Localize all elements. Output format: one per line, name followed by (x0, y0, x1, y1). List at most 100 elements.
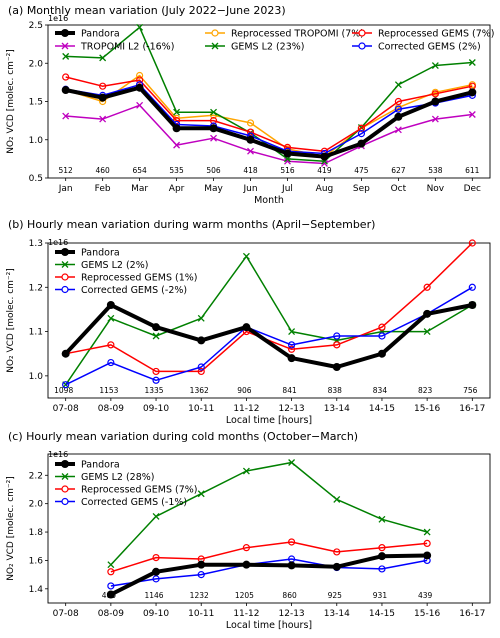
series-reprocessed-gems-7- (62, 73, 476, 155)
data-point (209, 117, 218, 125)
legend-label: Reprocessed GEMS (1%) (81, 273, 198, 284)
sample-count-label: 627 (391, 166, 406, 175)
data-point (197, 363, 205, 371)
legend-label: Reprocessed GEMS (7%) (378, 29, 495, 40)
sample-count-label: 535 (169, 166, 184, 175)
sample-count-label: 611 (465, 166, 480, 175)
data-point (136, 23, 144, 31)
sample-count-label: 823 (418, 386, 433, 395)
plot-frame (47, 242, 491, 399)
legend-marker (358, 42, 366, 50)
sample-count-label: 834 (373, 386, 388, 395)
legend-marker (61, 485, 69, 493)
data-point (98, 93, 107, 102)
sample-count-label: 419 (317, 166, 332, 175)
data-point (197, 314, 205, 322)
x-tick-label: 15-16 (414, 404, 440, 414)
data-point (61, 86, 70, 95)
x-tick-label: May (204, 184, 223, 194)
sample-count-label: 475 (354, 166, 369, 175)
data-point (107, 358, 115, 367)
x-tick-label: 09-10 (143, 404, 169, 414)
series-line (65, 85, 473, 159)
data-point (62, 381, 70, 389)
y-tick-label: 1.4 (29, 585, 44, 595)
legend-marker (61, 42, 69, 50)
x-tick-label: 12-13 (279, 609, 305, 619)
y-tick-label: 2.0 (29, 59, 44, 69)
series-gems-l2-28- (107, 459, 431, 569)
data-point (333, 495, 341, 503)
data-point (62, 73, 70, 81)
x-tick-label: 13-14 (324, 609, 350, 619)
data-point (468, 239, 476, 247)
x-tick-label: Jan (58, 184, 73, 194)
data-point (242, 323, 251, 332)
data-point (287, 561, 296, 570)
legend-item: GEMS L2 (2%) (55, 260, 148, 271)
data-point (431, 62, 439, 70)
legend-item: GEMS L2 (23%) (205, 42, 305, 53)
data-point (378, 565, 386, 573)
data-point (242, 252, 250, 260)
chart-panel-2: (b) Hourly mean variation during warm mo… (6, 218, 491, 426)
data-point (62, 52, 70, 60)
x-tick-label: 14-15 (369, 609, 395, 619)
data-point (107, 341, 115, 349)
x-tick-label: Dec (464, 184, 481, 194)
legend-label: Reprocessed GEMS (7%) (81, 485, 198, 496)
sample-count-label: 1362 (190, 386, 209, 395)
data-point (394, 81, 402, 89)
data-point (173, 141, 181, 149)
data-point (468, 88, 477, 97)
legend-item: Corrected GEMS (-2%) (55, 285, 187, 296)
data-point (152, 376, 160, 384)
data-point (333, 548, 341, 556)
axis-multiplier: 1e16 (48, 238, 68, 247)
x-tick-label: Mar (131, 184, 148, 194)
legend-label: Pandora (81, 29, 120, 40)
y-tick-label: 1.1 (29, 328, 43, 338)
data-point (107, 568, 115, 576)
data-point (333, 341, 341, 349)
data-point (136, 71, 144, 80)
sample-count-label: 1146 (144, 591, 163, 600)
data-point (431, 90, 439, 98)
data-point (242, 544, 251, 552)
data-point (394, 126, 402, 134)
data-point (357, 139, 366, 148)
data-point (197, 367, 205, 376)
chart-title: (b) Hourly mean variation during warm mo… (8, 218, 375, 231)
data-point (423, 551, 432, 560)
data-point (152, 332, 160, 340)
data-point (288, 328, 296, 336)
data-point (152, 567, 161, 576)
data-point (99, 54, 107, 62)
data-point (287, 354, 296, 363)
legend-label: Corrected GEMS (-2%) (81, 285, 187, 296)
chart-title: (a) Monthly mean variation (July 2022−Ju… (8, 4, 286, 17)
data-point (106, 301, 115, 309)
data-point (172, 124, 181, 133)
legend-label: Corrected GEMS (2%) (378, 42, 481, 53)
legend-item: Pandora (55, 248, 120, 259)
sample-count-label: 1153 (99, 386, 118, 395)
legend-item: Corrected GEMS (-1%) (55, 497, 187, 508)
x-axis-label: Local time [hours] (226, 620, 312, 631)
y-tick-label: 2.0 (29, 500, 44, 510)
plot-frame (47, 453, 491, 604)
series-line (64, 303, 473, 369)
data-point (332, 562, 341, 571)
data-point (152, 512, 160, 520)
legend-marker (61, 460, 69, 468)
x-tick-label: Nov (427, 184, 445, 194)
series-line (110, 558, 428, 587)
x-tick-label: 15-16 (414, 609, 440, 619)
data-point (378, 323, 386, 331)
data-point (107, 582, 115, 590)
data-point (246, 135, 255, 144)
x-tick-label: Sep (353, 184, 370, 194)
chart-title: (c) Hourly mean variation during cold mo… (8, 430, 358, 443)
series-pandora (106, 551, 432, 599)
